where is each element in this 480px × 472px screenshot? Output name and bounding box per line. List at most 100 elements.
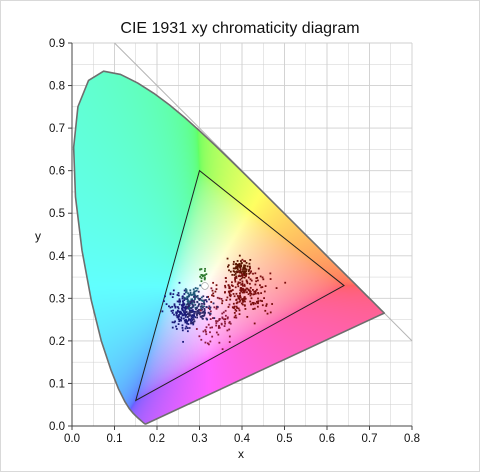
scatter-point bbox=[184, 309, 187, 311]
scatter-point bbox=[196, 310, 199, 312]
scatter-point bbox=[185, 303, 188, 306]
scatter-point bbox=[205, 326, 208, 329]
y-tick-label: 0.8 bbox=[49, 81, 65, 93]
scatter-point bbox=[260, 286, 263, 289]
scatter-point bbox=[193, 290, 196, 293]
spectral-locus bbox=[72, 70, 386, 425]
scatter-point bbox=[233, 295, 236, 298]
scatter-point bbox=[190, 307, 193, 310]
scatter-point bbox=[188, 304, 190, 307]
scatter-point bbox=[221, 348, 224, 351]
scatter-point bbox=[243, 268, 246, 270]
scatter-point bbox=[226, 329, 229, 332]
x-axis-label: x bbox=[238, 447, 244, 461]
scatter-point bbox=[215, 307, 218, 310]
scatter-point bbox=[205, 330, 207, 333]
scatter-point bbox=[186, 322, 188, 325]
scatter-point bbox=[244, 264, 247, 267]
scatter-point bbox=[202, 315, 205, 317]
scatter-point bbox=[235, 305, 238, 308]
scatter-point bbox=[171, 305, 174, 308]
scatter-point bbox=[183, 296, 185, 299]
scatter-point bbox=[221, 317, 224, 320]
scatter-point bbox=[232, 293, 235, 295]
scatter-point bbox=[188, 293, 191, 296]
scatter-point bbox=[209, 331, 211, 334]
scatter-point bbox=[239, 281, 241, 284]
scatter-point bbox=[236, 307, 239, 309]
scatter-point bbox=[211, 289, 214, 292]
scatter-point bbox=[201, 305, 203, 307]
scatter-point bbox=[177, 310, 180, 313]
scatter-point bbox=[234, 277, 237, 280]
scatter-point bbox=[229, 270, 232, 273]
scatter-point bbox=[192, 318, 195, 321]
scatter-point bbox=[192, 321, 195, 324]
scatter-point bbox=[186, 298, 189, 300]
scatter-point bbox=[249, 278, 252, 281]
scatter-point bbox=[234, 278, 236, 281]
scatter-point bbox=[183, 306, 186, 309]
scatter-point bbox=[205, 317, 208, 320]
scatter-point bbox=[208, 312, 211, 315]
scatter-point bbox=[197, 297, 200, 300]
scatter-point bbox=[235, 266, 238, 269]
white-point bbox=[201, 282, 209, 290]
chart-marks bbox=[72, 42, 413, 425]
x-tick-label: 0.4 bbox=[234, 433, 251, 445]
scatter-point bbox=[230, 284, 233, 287]
scatter-point bbox=[186, 315, 189, 318]
scatter-point bbox=[251, 301, 254, 304]
scatter-point bbox=[189, 318, 192, 321]
x-tick-label: 0.8 bbox=[404, 433, 420, 445]
scatter-point bbox=[234, 272, 237, 275]
scatter-point bbox=[243, 272, 246, 275]
scatter-point bbox=[200, 307, 203, 310]
scatter-point bbox=[201, 317, 204, 320]
scatter-point bbox=[232, 302, 235, 305]
scatter-point bbox=[239, 271, 241, 274]
scatter-point bbox=[176, 300, 179, 303]
scatter-point bbox=[257, 292, 260, 295]
scatter-point bbox=[186, 330, 189, 333]
scatter-point bbox=[181, 307, 183, 310]
scatter-point bbox=[269, 311, 272, 314]
scatter-point bbox=[201, 275, 204, 278]
scatter-point bbox=[183, 314, 185, 317]
scatter-point bbox=[256, 288, 258, 291]
scatter-point bbox=[173, 313, 175, 316]
scatter-point bbox=[256, 305, 259, 308]
scatter-point bbox=[203, 278, 206, 281]
scatter-point bbox=[200, 280, 203, 283]
scatter-point bbox=[215, 322, 218, 324]
scatter-point bbox=[196, 316, 199, 319]
scatter-point bbox=[199, 268, 202, 271]
scatter-point bbox=[226, 317, 229, 320]
scatter-point bbox=[237, 263, 239, 266]
scatter-point bbox=[205, 300, 208, 303]
scatter-point bbox=[170, 310, 173, 312]
scatter-point bbox=[184, 288, 187, 290]
scatter-point bbox=[257, 297, 259, 300]
scatter-point bbox=[208, 305, 211, 308]
scatter-point bbox=[239, 292, 241, 295]
scatter-point bbox=[243, 276, 246, 279]
scatter-point bbox=[246, 291, 248, 294]
scatter-point bbox=[237, 285, 240, 288]
scatter-point bbox=[175, 312, 178, 314]
scatter-point bbox=[184, 307, 187, 310]
scatter-point bbox=[224, 286, 227, 289]
scatter-point bbox=[247, 293, 250, 296]
scatter-point bbox=[245, 268, 248, 271]
scatter-point bbox=[248, 268, 251, 271]
scatter-point bbox=[176, 309, 179, 312]
scatter-point bbox=[254, 283, 257, 286]
scatter-point bbox=[204, 329, 207, 331]
scatter-point bbox=[238, 264, 241, 266]
scatter-point bbox=[241, 258, 244, 261]
scatter-point bbox=[235, 316, 238, 319]
scatter-point bbox=[252, 301, 255, 304]
scatter-point bbox=[191, 303, 194, 306]
scatter-point bbox=[200, 338, 203, 341]
scatter-point bbox=[216, 305, 219, 308]
